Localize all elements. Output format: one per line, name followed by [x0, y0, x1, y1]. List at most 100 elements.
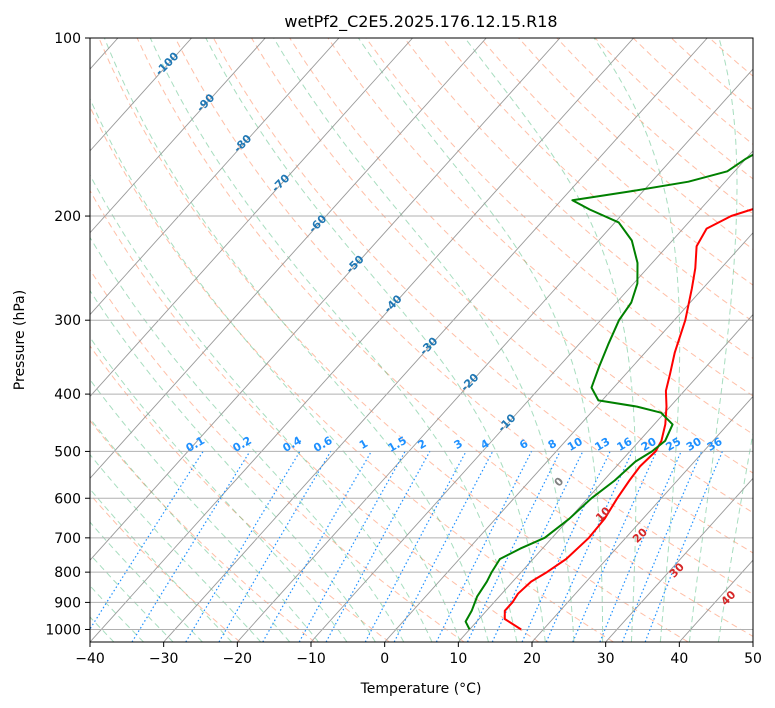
- dry-adiabat: [594, 38, 753, 180]
- mixing-ratio-label: 8: [546, 437, 559, 452]
- mixing-ratio-label: 1: [357, 437, 370, 452]
- moist-adiabat: [90, 236, 405, 642]
- isotherm-line: [90, 38, 266, 234]
- y-tick-label: 1000: [45, 622, 81, 638]
- theta-e-label: 40: [718, 588, 738, 608]
- moist-adiabat: [90, 97, 461, 642]
- dry-adiabat: [289, 38, 753, 474]
- isotherm-line: [163, 38, 708, 642]
- mixing-ratio-line: [621, 451, 703, 642]
- theta-e-label: 10: [593, 504, 613, 524]
- mixing-ratio-line: [599, 451, 682, 642]
- y-tick-label: 800: [54, 565, 81, 581]
- theta-e-label: 0: [552, 475, 567, 490]
- y-tick-label: 500: [54, 444, 81, 460]
- dry-adiabat: [251, 38, 753, 514]
- y-tick-label: 100: [54, 31, 81, 47]
- mixing-ratio-label: 6: [517, 437, 530, 452]
- data-layer: [464, 153, 753, 631]
- grid-layer: [90, 38, 753, 642]
- moist-adiabat: [205, 38, 546, 642]
- dry-adiabat: [709, 38, 753, 77]
- x-tick-label: 10: [449, 651, 467, 667]
- moist-adiabat: [90, 336, 348, 642]
- mixing-ratio-line: [435, 451, 533, 642]
- moist-adiabat: [273, 38, 575, 642]
- x-axis-label: Temperature (°C): [360, 681, 482, 697]
- dry-adiabat: [90, 268, 465, 642]
- y-tick-label: 400: [54, 387, 81, 403]
- isotherm-line: [605, 477, 753, 642]
- moist-adiabat: [90, 173, 433, 642]
- temperature-profile-line: [503, 208, 753, 631]
- mixing-ratio-line: [393, 451, 494, 642]
- moist-adiabat: [357, 38, 604, 642]
- dewpoint-profile-line: [464, 153, 753, 630]
- chart-title: wetPf2_C2E5.2025.176.12.15.R18: [284, 12, 557, 32]
- dry-adiabat: [480, 38, 753, 286]
- dry-adiabat: [556, 38, 753, 215]
- mixing-ratio-line: [364, 451, 467, 642]
- x-tick-label: 40: [670, 651, 688, 667]
- dry-adiabat: [441, 38, 753, 323]
- mixing-ratio-line: [545, 451, 633, 642]
- isotherm-line: [90, 38, 487, 479]
- isotherm-line: [90, 38, 561, 561]
- dry-adiabat: [632, 38, 753, 145]
- isotherm-line: [752, 641, 753, 642]
- x-tick-label: 0: [380, 651, 389, 667]
- dry-adiabat: [403, 38, 753, 360]
- dry-adiabat: [98, 38, 689, 642]
- y-axis-label: Pressure (hPa): [12, 290, 28, 390]
- plot-frame: [89, 37, 754, 643]
- isotherm-line: [531, 395, 753, 642]
- dry-adiabat: [212, 38, 753, 554]
- x-tick-label: 30: [597, 651, 615, 667]
- y-tick-label: 200: [54, 209, 81, 225]
- isotherm-line: [236, 68, 753, 642]
- dry-adiabat: [90, 189, 540, 642]
- mixing-ratio-label: 2: [416, 437, 429, 452]
- x-tick-label: −10: [296, 651, 326, 667]
- moist-adiabat: [718, 430, 753, 642]
- mixing-ratio-line: [325, 451, 431, 642]
- isotherm-line: [90, 38, 192, 152]
- isotherm-line: [457, 313, 753, 642]
- y-tick-label: 300: [54, 313, 81, 329]
- isotherm-line: [90, 38, 413, 398]
- mixing-ratio-line: [185, 451, 301, 642]
- tick-layer: −40 −30 −20 −10 0 10 20 30 40 5010020030040050060…: [45, 31, 762, 667]
- dry-adiabat: [518, 38, 753, 250]
- moist-adiabat: [90, 378, 319, 642]
- moist-adiabat: [90, 453, 262, 642]
- mixing-ratio-line: [521, 451, 611, 642]
- dry-adiabat: [327, 38, 753, 435]
- y-tick-label: 600: [54, 491, 81, 507]
- mixing-ratio-line: [644, 451, 723, 642]
- moist-adiabat: [688, 38, 738, 642]
- moist-adiabat: [149, 38, 518, 642]
- dry-adiabat: [136, 38, 753, 637]
- isotherm-line: [310, 150, 753, 642]
- moist-adiabat: [90, 289, 376, 642]
- dry-adiabat: [365, 38, 753, 397]
- dry-adiabat: [90, 419, 316, 642]
- moist-adiabat: [593, 38, 681, 642]
- isotherm-line: [90, 38, 634, 642]
- mixing-ratio-line: [298, 451, 406, 642]
- x-tick-label: −20: [223, 651, 253, 667]
- dry-adiabat: [90, 105, 614, 642]
- mixing-ratio-line: [466, 451, 561, 642]
- moist-adiabat: [90, 417, 291, 642]
- mixing-ratio-line: [262, 451, 372, 642]
- mixing-ratio-line: [572, 451, 658, 642]
- moist-adiabat: [464, 38, 637, 642]
- x-tick-label: 20: [523, 651, 541, 667]
- y-tick-label: 900: [54, 595, 81, 611]
- dry-adiabat: [174, 38, 753, 595]
- x-tick-label: 50: [744, 651, 762, 667]
- y-tick-label: 700: [54, 531, 81, 547]
- isotherm-line: [90, 38, 340, 316]
- x-tick-label: −40: [75, 651, 105, 667]
